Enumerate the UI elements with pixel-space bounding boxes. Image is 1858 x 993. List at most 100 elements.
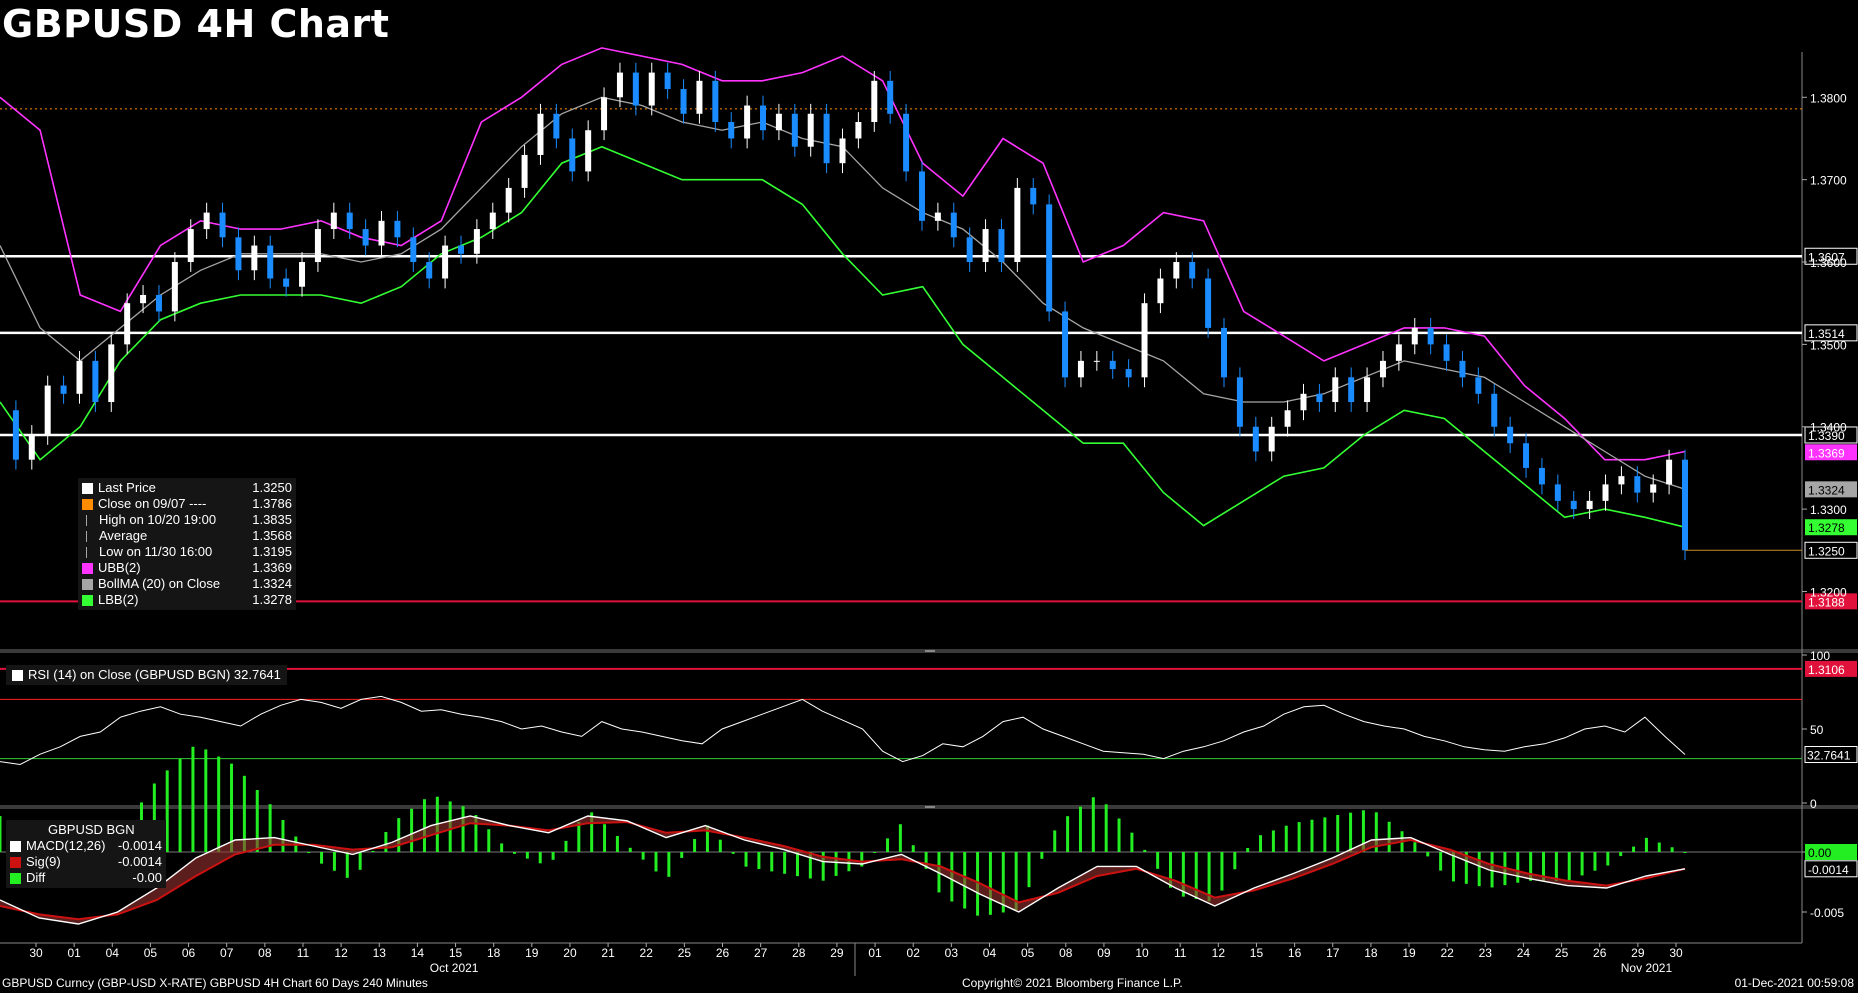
candle-body (489, 212, 496, 230)
time-tick-label: 27 (754, 946, 768, 960)
value-badge (1804, 541, 1858, 559)
candle-body (1205, 278, 1212, 328)
macd-histogram-bar (924, 852, 928, 869)
macd-histogram-bar (191, 746, 195, 852)
candle-body (1189, 262, 1196, 279)
time-tick-label: 11 (297, 946, 310, 960)
macd-histogram-bar (718, 839, 722, 852)
macd-histogram-bar (731, 852, 735, 854)
candle-body (1634, 476, 1641, 493)
level-badge-label: 1.3106 (1808, 663, 1845, 677)
candle-body (1475, 377, 1482, 394)
time-tick-label: 03 (945, 946, 959, 960)
value-badge (1805, 444, 1857, 461)
macd-signal-fill (0, 816, 1685, 924)
time-tick-label: 26 (1593, 946, 1607, 960)
candle-body (378, 220, 385, 246)
candle-body (1252, 426, 1259, 452)
macd-histogram-bar (1271, 830, 1275, 852)
price-legend-row: LBB(2) 1.3278 (82, 592, 292, 608)
candle-body (140, 294, 147, 304)
rsi-legend-label: RSI (14) on Close (GBPUSD BGN) 32.7641 (28, 667, 281, 682)
time-tick-label: 08 (1059, 946, 1073, 960)
candle-body (426, 262, 433, 279)
rsi-value-badge-label: 32.7641 (1807, 749, 1851, 763)
candle-body (616, 72, 623, 98)
macd-histogram-bar (705, 825, 709, 852)
macd-histogram-bar (384, 831, 388, 852)
candle-body (807, 113, 814, 147)
candle-body (887, 80, 894, 114)
time-tick-label: 05 (1021, 946, 1035, 960)
legend-swatch (10, 840, 21, 852)
time-tick-label: 29 (1631, 946, 1645, 960)
rsi-panel: 100 50 0 32.7641 (0, 649, 1858, 811)
candle-body (60, 385, 67, 394)
candle-body (505, 187, 512, 213)
macd-histogram-bar (1181, 852, 1185, 897)
candle-body (712, 80, 719, 123)
macd-legend-label: Diff (26, 870, 46, 885)
legend-swatch (82, 482, 93, 494)
macd-value-badge (1804, 860, 1858, 878)
macd-legend-header: GBPUSD BGN (48, 822, 135, 837)
legend-swatch (82, 594, 93, 606)
macd-histogram-bar (1554, 852, 1558, 881)
time-tick-label: 15 (1250, 946, 1264, 960)
macd-histogram-bar (1194, 852, 1198, 899)
bollinger-bands (0, 47, 1686, 528)
time-tick-label: 07 (220, 946, 234, 960)
value-badge-label: 1.3369 (1808, 446, 1845, 460)
candle-body (648, 72, 655, 106)
macd-histogram-bar (988, 852, 992, 915)
candle-body (1618, 476, 1625, 485)
macd-histogram-bar (242, 775, 246, 852)
candle-body (1348, 377, 1355, 403)
macd-legend: GBPUSD BGN MACD(12,26) -0.0014 Sig(9) -0.00… (6, 820, 166, 888)
macd-histogram-bar (1644, 837, 1648, 852)
candle-body (982, 229, 989, 263)
macd-histogram-bar (1336, 815, 1340, 852)
time-tick-label: 02 (907, 946, 921, 960)
level-badge-label: 1.3390 (1808, 429, 1845, 443)
price-tick-label: 1.3300 (1810, 503, 1847, 517)
candle-body (108, 344, 115, 403)
price-legend-row: UBB(2) 1.3369 (82, 560, 292, 576)
candle-body (457, 245, 464, 254)
macd-histogram-bar (1580, 852, 1584, 876)
macd-histogram-bar (577, 821, 581, 852)
macd-line (0, 815, 1686, 925)
price-legend-value: 1.3369 (252, 560, 292, 575)
rsi-line (0, 695, 1686, 766)
macd-histogram-bar (898, 824, 902, 852)
time-tick-label: 08 (258, 946, 272, 960)
price-legend-value: 1.3324 (252, 576, 292, 591)
macd-histogram-bar (1632, 846, 1636, 852)
lower-bollinger-band (0, 145, 1686, 528)
macd-histogram-bar (487, 829, 491, 852)
candle-body (1141, 303, 1148, 378)
price-legend-value: 1.3568 (252, 528, 292, 543)
macd-legend-value: -0.00 (132, 870, 162, 885)
rsi-value-badge (1804, 746, 1858, 764)
macd-histogram-bar (1310, 819, 1314, 852)
candle-body (1093, 360, 1100, 362)
candle-body (728, 122, 735, 139)
price-legend-label: BollMA (20) on Close (98, 576, 221, 591)
macd-histogram-bar (1542, 852, 1546, 881)
candle-body (553, 113, 560, 139)
macd-legend-row: Sig(9) -0.0014 (10, 854, 162, 870)
time-tick-label: 25 (1555, 946, 1569, 960)
candle-body (760, 105, 767, 131)
time-tick-label: 28 (792, 946, 806, 960)
time-tick-label: 11 (1174, 946, 1187, 960)
candle-body (1062, 311, 1069, 378)
macd-histogram-bar (1001, 852, 1005, 913)
candle-body (775, 113, 782, 131)
candle-body (394, 220, 401, 238)
macd-histogram-bar (217, 756, 221, 852)
macd-histogram-bar (590, 812, 594, 852)
macd-histogram-bar (1426, 852, 1430, 857)
macd-histogram-bar (1040, 852, 1044, 859)
candle-body (1173, 262, 1180, 279)
